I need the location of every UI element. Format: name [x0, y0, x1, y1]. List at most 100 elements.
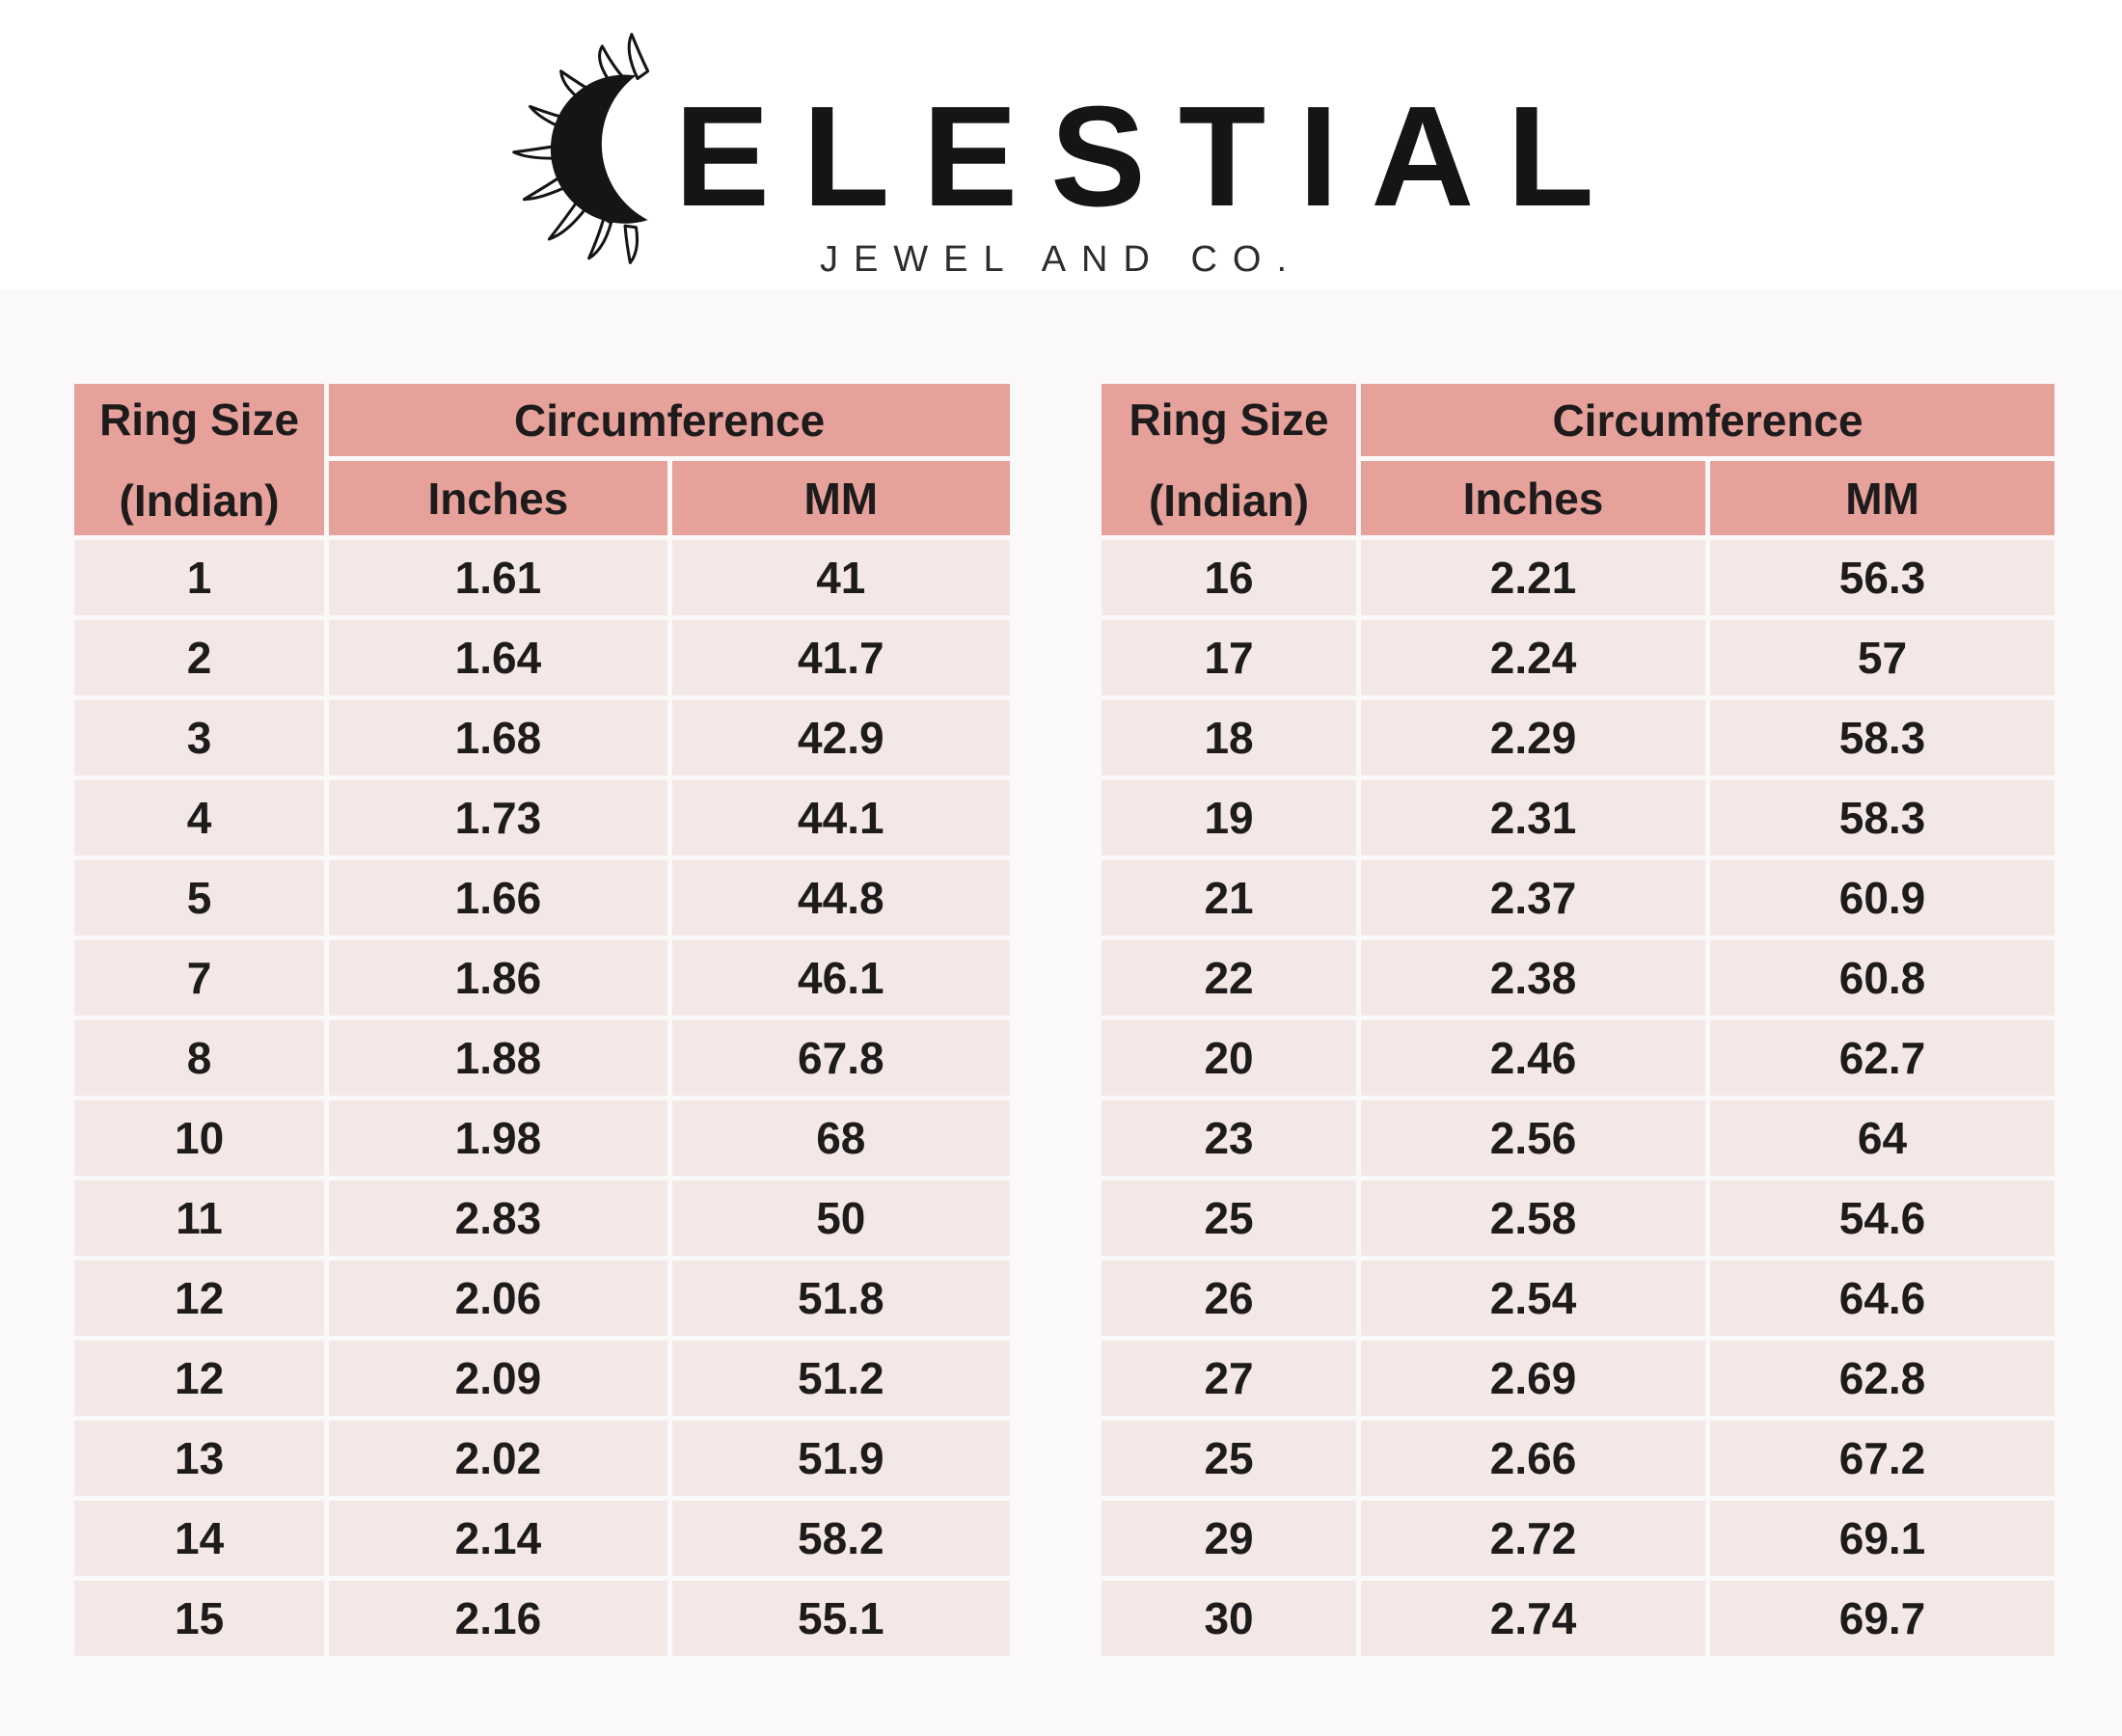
header-ring-size: Ring Size (Indian) — [74, 384, 325, 535]
table-cell: 2.74 — [1361, 1581, 1706, 1656]
table-cell: 41 — [671, 540, 1010, 615]
table-cell: 2.66 — [1361, 1421, 1706, 1496]
header-inches: Inches — [329, 461, 667, 535]
table-cell: 1.98 — [329, 1100, 667, 1176]
table-cell: 26 — [1102, 1261, 1357, 1336]
table-cell: 8 — [74, 1020, 325, 1096]
table-cell: 64.6 — [1710, 1261, 2054, 1336]
header-ring-size-line1: Ring Size — [1129, 393, 1329, 445]
table-cell: 41.7 — [671, 620, 1010, 695]
table-cell: 69.1 — [1710, 1501, 2054, 1576]
ring-size-table-left: Ring Size (Indian) Circumference Inches … — [74, 384, 1010, 1656]
table-cell: 1.66 — [329, 860, 667, 936]
table-cell: 18 — [1102, 700, 1357, 775]
table-cell: 2.14 — [329, 1501, 667, 1576]
table-cell: 58.3 — [1710, 700, 2054, 775]
header-mm: MM — [671, 461, 1010, 535]
header-ring-size-line2: (Indian) — [119, 475, 280, 526]
table-cell: 57 — [1710, 620, 2054, 695]
brand-logo: ELESTIAL — [0, 27, 2122, 270]
table-cell: 21 — [1102, 860, 1357, 936]
table-cell: 2.37 — [1361, 860, 1706, 936]
table-cell: 1.61 — [329, 540, 667, 615]
table-cell: 2.69 — [1361, 1341, 1706, 1416]
table-cell: 10 — [74, 1100, 325, 1176]
table-cell: 51.9 — [671, 1421, 1010, 1496]
table-cell: 5 — [74, 860, 325, 936]
table-cell: 62.8 — [1710, 1341, 2054, 1416]
table-cell: 69.7 — [1710, 1581, 2054, 1656]
table-cell: 58.3 — [1710, 780, 2054, 855]
table-cell: 58.2 — [671, 1501, 1010, 1576]
sun-crescent-icon — [512, 33, 650, 264]
table-cell: 62.7 — [1710, 1020, 2054, 1096]
header-inches: Inches — [1361, 461, 1706, 535]
table-cell: 55.1 — [671, 1581, 1010, 1656]
table-cell: 20 — [1102, 1020, 1357, 1096]
header-mm: MM — [1710, 461, 2054, 535]
table-cell: 46.1 — [671, 940, 1010, 1016]
table-cell: 2.56 — [1361, 1100, 1706, 1176]
table-cell: 15 — [74, 1581, 325, 1656]
table-cell: 22 — [1102, 940, 1357, 1016]
table-cell: 2.21 — [1361, 540, 1706, 615]
table-cell: 7 — [74, 940, 325, 1016]
table-cell: 64 — [1710, 1100, 2054, 1176]
table-cell: 2.31 — [1361, 780, 1706, 855]
table-cell: 67.2 — [1710, 1421, 2054, 1496]
table-cell: 2.24 — [1361, 620, 1706, 695]
table-cell: 25 — [1102, 1421, 1357, 1496]
table-cell: 27 — [1102, 1341, 1357, 1416]
brand-subtitle: JEWEL AND CO. — [819, 239, 1303, 280]
table-cell: 1.88 — [329, 1020, 667, 1096]
table-cell: 23 — [1102, 1100, 1357, 1176]
table-cell: 17 — [1102, 620, 1357, 695]
header-circumference: Circumference — [1361, 384, 2054, 456]
header-circumference: Circumference — [329, 384, 1010, 456]
table-cell: 2.58 — [1361, 1180, 1706, 1256]
table-cell: 14 — [74, 1501, 325, 1576]
table-cell: 1.68 — [329, 700, 667, 775]
table-cell: 2.09 — [329, 1341, 667, 1416]
table-cell: 25 — [1102, 1180, 1357, 1256]
header-ring-size-line1: Ring Size — [99, 393, 300, 445]
brand-wordmark-text: ELESTIAL — [674, 77, 1627, 236]
table-cell: 2.06 — [329, 1261, 667, 1336]
header-ring-size: Ring Size (Indian) — [1102, 384, 1357, 535]
table-cell: 29 — [1102, 1501, 1357, 1576]
table-cell: 60.9 — [1710, 860, 2054, 936]
table-cell: 56.3 — [1710, 540, 2054, 615]
table-cell: 13 — [74, 1421, 325, 1496]
table-cell: 4 — [74, 780, 325, 855]
table-cell: 2.72 — [1361, 1501, 1706, 1576]
table-cell: 11 — [74, 1180, 325, 1256]
table-cell: 1.73 — [329, 780, 667, 855]
table-cell: 2 — [74, 620, 325, 695]
table-cell: 19 — [1102, 780, 1357, 855]
table-cell: 2.46 — [1361, 1020, 1706, 1096]
table-cell: 16 — [1102, 540, 1357, 615]
table-cell: 12 — [74, 1261, 325, 1336]
table-cell: 51.8 — [671, 1261, 1010, 1336]
table-cell: 2.38 — [1361, 940, 1706, 1016]
table-cell: 2.16 — [329, 1581, 667, 1656]
table-cell: 2.54 — [1361, 1261, 1706, 1336]
table-cell: 54.6 — [1710, 1180, 2054, 1256]
table-cell: 30 — [1102, 1581, 1357, 1656]
table-cell: 42.9 — [671, 700, 1010, 775]
table-cell: 1.86 — [329, 940, 667, 1016]
ring-size-table-right: Ring Size (Indian) Circumference Inches … — [1102, 384, 2054, 1656]
table-cell: 2.02 — [329, 1421, 667, 1496]
table-cell: 50 — [671, 1180, 1010, 1256]
table-cell: 1.64 — [329, 620, 667, 695]
table-cell: 2.83 — [329, 1180, 667, 1256]
table-cell: 68 — [671, 1100, 1010, 1176]
table-cell: 44.1 — [671, 780, 1010, 855]
table-cell: 60.8 — [1710, 940, 2054, 1016]
table-cell: 3 — [74, 700, 325, 775]
table-cell: 2.29 — [1361, 700, 1706, 775]
table-cell: 44.8 — [671, 860, 1010, 936]
table-cell: 12 — [74, 1341, 325, 1416]
table-cell: 51.2 — [671, 1341, 1010, 1416]
